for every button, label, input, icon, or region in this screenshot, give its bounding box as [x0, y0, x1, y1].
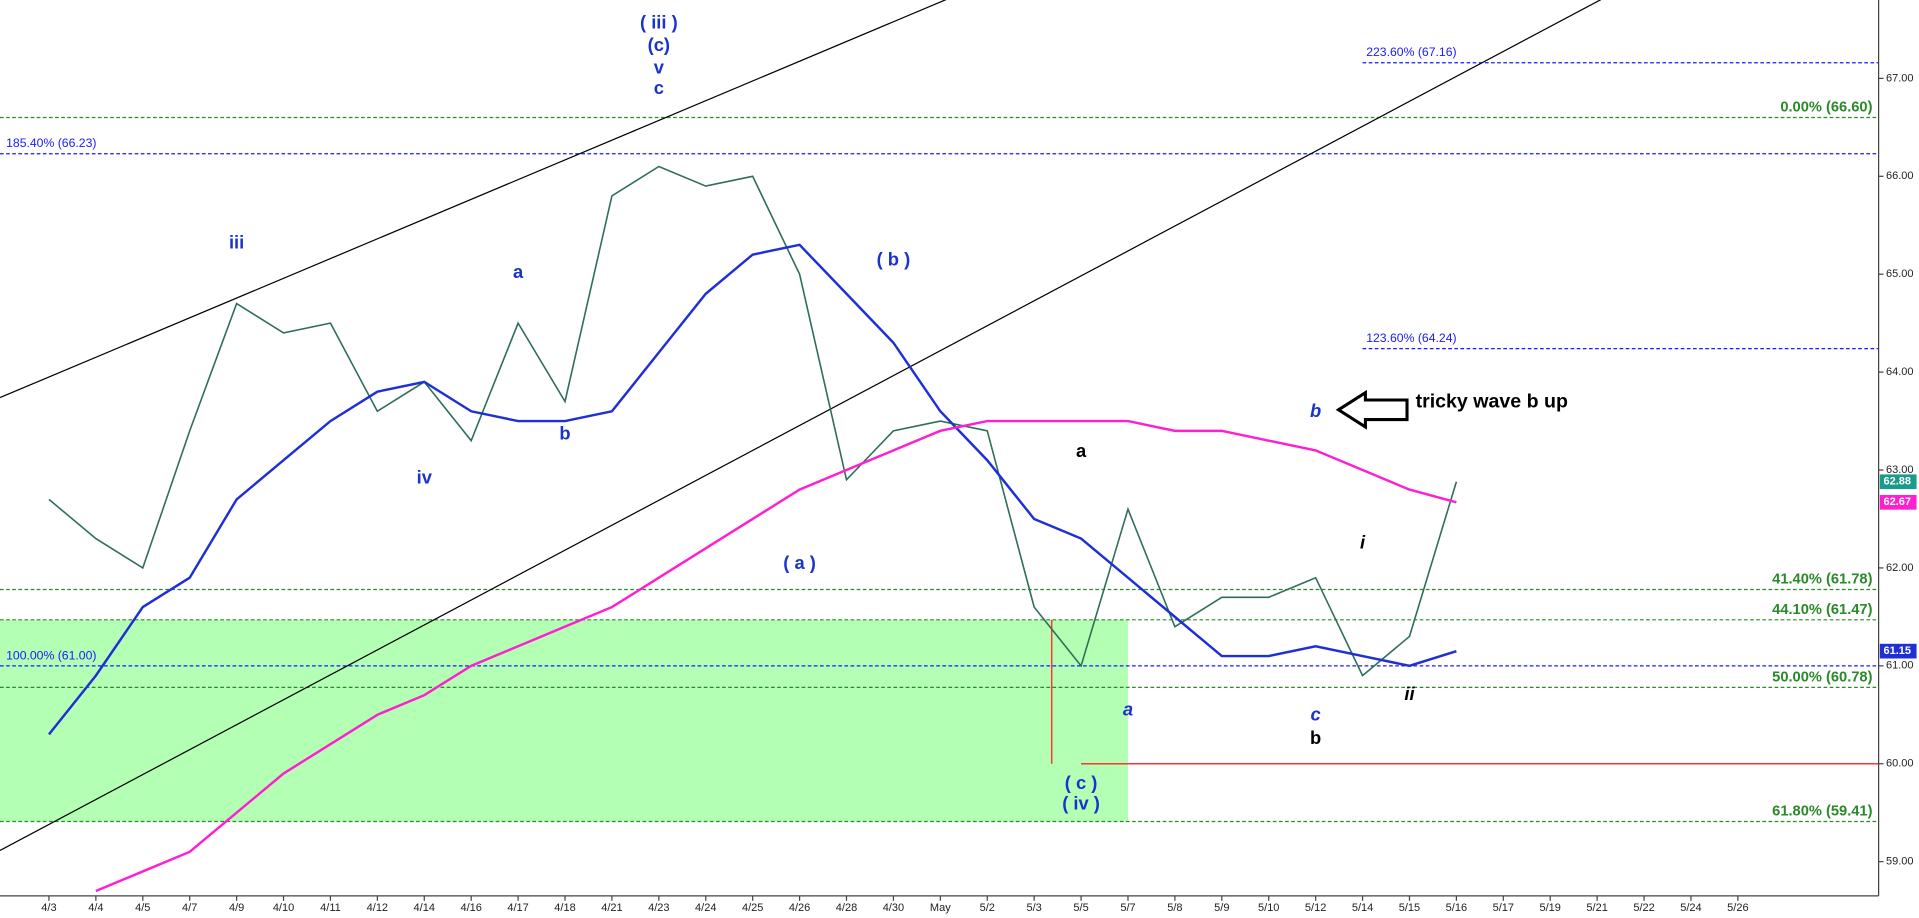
- x-tick-label: 4/21: [601, 902, 622, 914]
- fib-zone: [0, 619, 1128, 822]
- callout-text: tricky wave b up: [1416, 391, 1568, 413]
- x-tick-label: 4/30: [883, 902, 904, 914]
- trend-line: [0, 0, 1602, 852]
- y-tick-label: 60.00: [1886, 758, 1914, 770]
- x-tick-label: 4/17: [507, 902, 528, 914]
- callout-arrow: [1335, 389, 1409, 430]
- price-tag: [1879, 474, 1917, 490]
- x-tick-label: 5/21: [1586, 902, 1607, 914]
- x-tick-label: 5/3: [1027, 902, 1042, 914]
- wave-label: ( a ): [783, 552, 816, 573]
- x-tick-label: 4/16: [460, 902, 481, 914]
- wave-label: ( b ): [877, 248, 911, 269]
- price-tag: [1879, 643, 1917, 659]
- x-tick-label: 5/26: [1727, 902, 1748, 914]
- fib-label: 123.60% (64.24): [1366, 331, 1456, 345]
- x-tick-label: 5/12: [1305, 902, 1326, 914]
- wave-label: iv: [417, 467, 433, 488]
- x-tick-label: 4/4: [88, 902, 103, 914]
- y-tick-label: 63.00: [1886, 464, 1914, 476]
- x-tick-label: 4/3: [41, 902, 56, 914]
- y-tick-label: 61.00: [1886, 660, 1914, 672]
- fib-label: 61.80% (59.41): [1772, 804, 1872, 820]
- price-tag-label: 61.15: [1884, 645, 1912, 657]
- x-tick-label: 4/23: [648, 902, 669, 914]
- y-tick-label: 65.00: [1886, 268, 1914, 280]
- fib-label: 41.40% (61.78): [1772, 572, 1872, 588]
- x-tick-label: 4/18: [554, 902, 575, 914]
- wave-label: b: [559, 423, 570, 444]
- x-tick-label: 4/24: [695, 902, 716, 914]
- x-tick-label: 4/25: [742, 902, 763, 914]
- y-tick-label: 62.00: [1886, 562, 1914, 574]
- x-tick-label: 4/5: [135, 902, 150, 914]
- x-tick-label: 5/24: [1680, 902, 1701, 914]
- fib-label: 50.00% (60.78): [1772, 669, 1872, 685]
- y-tick-label: 64.00: [1886, 366, 1914, 378]
- price-line: [48, 165, 1458, 677]
- wave-label: ( c ): [1065, 772, 1098, 793]
- x-tick-label: 4/26: [789, 902, 810, 914]
- wave-label: v: [654, 56, 665, 77]
- x-tick-label: 5/5: [1073, 902, 1088, 914]
- x-tick-label: 4/7: [182, 902, 197, 914]
- moving-average: [95, 419, 1457, 893]
- x-tick-label: 5/15: [1399, 902, 1420, 914]
- price-tag: [1879, 494, 1917, 510]
- wave-label: c: [654, 77, 664, 98]
- x-tick-label: 5/8: [1167, 902, 1182, 914]
- moving-average: [47, 243, 1457, 736]
- fib-label: 44.10% (61.47): [1772, 602, 1872, 618]
- x-tick-label: 4/9: [229, 902, 244, 914]
- x-tick-label: 4/11: [320, 902, 341, 914]
- x-tick-label: 5/7: [1120, 902, 1135, 914]
- x-tick-label: 5/14: [1352, 902, 1373, 914]
- x-tick-label: 4/10: [273, 902, 294, 914]
- wave-label: ( iii ): [640, 11, 678, 32]
- x-tick-label: May: [930, 902, 951, 914]
- wave-label: ( iv ): [1062, 793, 1100, 814]
- y-tick-label: 59.00: [1886, 856, 1914, 868]
- x-tick-label: 5/10: [1258, 902, 1279, 914]
- y-tick-label: 66.00: [1886, 170, 1914, 182]
- x-tick-label: 5/17: [1493, 902, 1514, 914]
- wave-label: i: [1360, 531, 1366, 552]
- wave-label: b: [1310, 727, 1321, 748]
- wave-label: a: [1076, 440, 1087, 461]
- y-tick-label: 67.00: [1886, 72, 1914, 84]
- x-tick-label: 5/22: [1633, 902, 1654, 914]
- x-tick-label: 5/2: [980, 902, 995, 914]
- trend-line: [0, 0, 947, 399]
- price-tag-label: 62.88: [1884, 476, 1912, 488]
- x-tick-label: 5/19: [1540, 902, 1561, 914]
- fib-label: 185.40% (66.23): [6, 136, 96, 150]
- fib-label: 223.60% (67.16): [1366, 45, 1456, 59]
- wave-label: c: [1311, 704, 1321, 725]
- x-tick-label: 5/9: [1214, 902, 1229, 914]
- wave-label: ii: [1404, 683, 1415, 704]
- price-tag-label: 62.67: [1884, 496, 1912, 508]
- wave-label: (c): [648, 34, 670, 55]
- wave-label: a: [1123, 699, 1133, 720]
- fib-label: 100.00% (61.00): [6, 648, 96, 662]
- wave-label: iii: [229, 232, 244, 253]
- wave-label: a: [513, 261, 524, 282]
- fib-label: 0.00% (66.60): [1780, 100, 1872, 116]
- x-tick-label: 4/14: [414, 902, 435, 914]
- wave-label: b: [1310, 400, 1321, 421]
- x-tick-label: 4/12: [367, 902, 388, 914]
- x-tick-label: 4/28: [836, 902, 857, 914]
- plot-area: [0, 0, 1879, 893]
- x-tick-label: 5/16: [1446, 902, 1467, 914]
